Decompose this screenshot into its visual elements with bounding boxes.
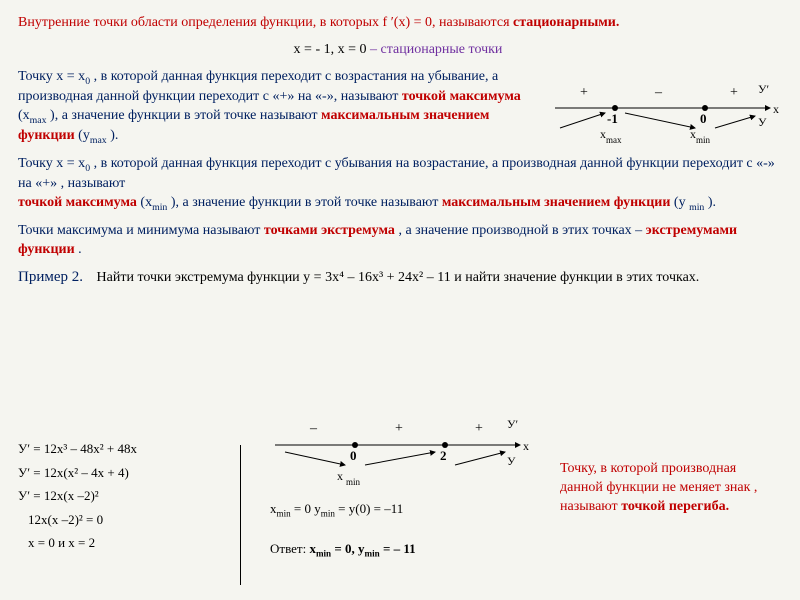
p1-e: ), а значение функции в этой точке назыв… bbox=[50, 108, 321, 123]
svg-text:xmin: xmin bbox=[690, 127, 711, 145]
svg-text:–: – bbox=[654, 85, 663, 100]
calc-l2: У′ = 12х(х² – 4х + 4) bbox=[18, 464, 218, 482]
intro-line2: х = - 1, х = 0 – стационарные точки bbox=[18, 41, 778, 60]
p3-c: , а значение производной в этих точках – bbox=[398, 223, 645, 238]
svg-text:У: У bbox=[507, 454, 516, 468]
p2-g: (y bbox=[674, 195, 689, 210]
inflection-text: Точку, в которой производная данной функ… bbox=[560, 460, 780, 517]
svg-text:У: У bbox=[758, 115, 767, 129]
svg-text:+: + bbox=[395, 421, 403, 436]
svg-text:+: + bbox=[475, 421, 483, 436]
svg-text:У′: У′ bbox=[507, 417, 518, 431]
p2-f: максимальным значением функции bbox=[442, 195, 671, 210]
p1-a: Точку х = х bbox=[18, 69, 85, 84]
intro: Внутренние точки области определения фун… bbox=[18, 14, 778, 60]
svg-text:-1: -1 bbox=[607, 111, 618, 126]
example-row: Пример 2. Найти точки экстремума функции… bbox=[18, 267, 782, 288]
p2-h: ). bbox=[708, 195, 716, 210]
mid-results: xmin = 0 ymin = y(0) = –11 Ответ: xmin =… bbox=[270, 500, 530, 570]
svg-text:+: + bbox=[580, 85, 588, 100]
svg-text:x min: x min bbox=[337, 469, 361, 487]
svg-text:У′: У′ bbox=[758, 82, 769, 96]
calculations: У′ = 12х³ – 48х² + 48х У′ = 12х(х² – 4х … bbox=[18, 440, 218, 558]
mid-l1: xmin = 0 ymin = y(0) = –11 bbox=[270, 500, 530, 520]
p1-g: (y bbox=[78, 128, 90, 143]
example-text: Найти точки экстремума функции у = 3х⁴ –… bbox=[97, 270, 700, 285]
svg-text:х: х bbox=[773, 102, 779, 116]
p3-e: . bbox=[78, 242, 82, 257]
p2-b: , в которой данная функция переходит с у… bbox=[18, 156, 775, 191]
p1-d: (x bbox=[18, 108, 30, 123]
answer-body: xmin = 0, ymin = – 11 bbox=[309, 541, 415, 556]
paragraph-min: Точку х = х0 , в которой данная функция … bbox=[18, 155, 782, 214]
svg-text:0: 0 bbox=[350, 448, 357, 463]
inflection-note: Точку, в которой производная данной функ… bbox=[560, 460, 780, 525]
number-line-2: – + + У′ х У 0 2 x min bbox=[275, 410, 535, 495]
stationary-pts: х = - 1, х = 0 bbox=[294, 42, 370, 57]
paragraph-extremum: Точки максимума и минимума называют точк… bbox=[18, 222, 782, 260]
calc-l1: У′ = 12х³ – 48х² + 48х bbox=[18, 440, 218, 458]
answer-label: Ответ: bbox=[270, 541, 306, 556]
svg-text:xmax: xmax bbox=[600, 127, 622, 145]
p2-e: ), а значение функции в этой точке назыв… bbox=[171, 195, 442, 210]
svg-text:2: 2 bbox=[440, 448, 447, 463]
calc-l3: У′ = 12х(х –2)² bbox=[18, 487, 218, 505]
intro-text: Внутренние точки области определения фун… bbox=[18, 15, 513, 30]
svg-text:х: х bbox=[523, 439, 529, 453]
answer-row: Ответ: xmin = 0, ymin = – 11 bbox=[270, 540, 530, 560]
paragraph-max: Точку х = х0 , в которой данная функция … bbox=[18, 68, 548, 147]
intro-term: стационарными. bbox=[513, 15, 619, 30]
number-line-1: + – + У′ х У -1 0 xmax xmin bbox=[555, 78, 785, 153]
calc-l5: х = 0 и х = 2 bbox=[28, 534, 218, 552]
p2-c: точкой максимума bbox=[18, 195, 137, 210]
p1-c: точкой максимума bbox=[402, 89, 521, 104]
p2-a: Точку х = х bbox=[18, 156, 85, 171]
p3-b: точками экстремума bbox=[264, 223, 395, 238]
calc-l4: 12х(х –2)² = 0 bbox=[28, 511, 218, 529]
example-label: Пример 2. bbox=[18, 269, 83, 285]
divider bbox=[240, 445, 241, 585]
stationary-label: – стационарные точки bbox=[370, 42, 502, 57]
intro-line1: Внутренние точки области определения фун… bbox=[18, 14, 778, 33]
svg-text:–: – bbox=[309, 421, 318, 436]
svg-text:0: 0 bbox=[700, 111, 707, 126]
p1-h: ). bbox=[110, 128, 118, 143]
svg-text:+: + bbox=[730, 85, 738, 100]
p2-d: (x bbox=[140, 195, 152, 210]
p3-a: Точки максимума и минимума называют bbox=[18, 223, 264, 238]
